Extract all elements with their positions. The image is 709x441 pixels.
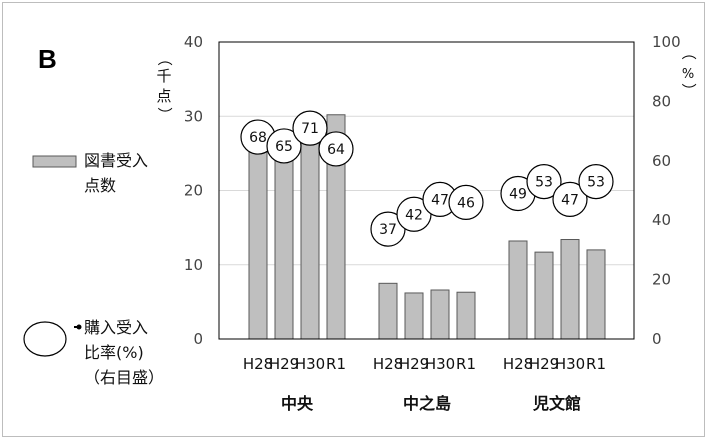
legend-marker-dot (76, 324, 82, 330)
group-label-中之島: 中之島 (403, 394, 451, 413)
group-label-児文館: 児文館 (532, 394, 581, 413)
bar-中央-H29 (274, 134, 294, 340)
marker-児文館-R1 (578, 163, 614, 200)
x-tick-label-中央-H30: H30 (295, 355, 325, 373)
x-tick-label-中央-R1: R1 (326, 355, 346, 373)
marker-label-中之島-H30: 47 (431, 192, 449, 208)
marker-label-中之島-H28: 37 (379, 222, 397, 238)
x-tick-label-児文館-H30: H30 (555, 355, 585, 373)
legend-marker-label-line2: 比率(%) (84, 343, 144, 362)
marker-児文館-H30 (552, 181, 588, 218)
bar-児文館-H28 (508, 240, 528, 340)
bar-中之島-H30 (430, 289, 450, 340)
x-tick-label-児文館-R1: R1 (586, 355, 606, 373)
left-axis-label-char1: 千 (156, 67, 172, 85)
marker-中之島-R1 (448, 184, 484, 220)
bar-中之島-R1 (456, 291, 476, 340)
bar-児文館-H30 (560, 239, 580, 340)
right-tick-label-80: 80 (652, 92, 671, 110)
x-tick-label-中央-H29: H29 (269, 355, 299, 373)
left-tick-label-40: 40 (184, 33, 203, 51)
marker-label-児文館-R1: 53 (587, 175, 605, 191)
panel-label: B (38, 44, 57, 74)
legend-marker-swatch (23, 321, 67, 357)
marker-label-中之島-R1: 46 (457, 195, 475, 211)
left-tick-label-10: 10 (184, 256, 203, 274)
marker-中央-H30 (292, 110, 328, 146)
left-tick-label-20: 20 (184, 182, 203, 200)
plot-area-border (218, 41, 635, 340)
marker-label-児文館-H28: 49 (509, 186, 527, 202)
bar-児文館-R1 (586, 249, 606, 340)
x-tick-label-児文館-H29: H29 (529, 355, 559, 373)
marker-中央-H29 (266, 128, 302, 164)
right-tick-label-20: 20 (652, 271, 671, 289)
bar-児文館-H29 (534, 251, 554, 340)
bar-中之島-H28 (378, 282, 398, 340)
bar-中之島-H29 (404, 292, 424, 340)
marker-label-中央-H28: 68 (249, 130, 267, 146)
marker-label-中央-H29: 65 (275, 139, 293, 155)
right-tick-label-60: 60 (652, 152, 671, 170)
marker-label-児文館-H30: 47 (561, 192, 579, 208)
bar-中央-H30 (300, 119, 320, 340)
legend-marker-label: 購入受入 比率(%) （右目盛） (84, 315, 164, 390)
legend-marker-label-line3: （右目盛） (84, 368, 165, 387)
right-tick-label-0: 0 (652, 330, 662, 348)
marker-label-中央-R1: 64 (327, 142, 345, 158)
legend-bar-swatch (32, 155, 77, 168)
legend-bar-label-line2: 点数 (84, 176, 117, 195)
legend-marker-label-line1: 購入受入 (84, 318, 149, 337)
right-axis-label-char: % (681, 67, 695, 82)
left-tick-label-0: 0 (193, 330, 203, 348)
right-tick-label-40: 40 (652, 211, 671, 229)
legend-bar-label: 図書受入 点数 (84, 148, 148, 198)
marker-label-児文館-H29: 53 (535, 175, 553, 191)
left-tick-label-30: 30 (184, 107, 203, 125)
x-tick-label-中之島-R1: R1 (456, 355, 476, 373)
chart-frame (2, 2, 705, 437)
marker-label-中央-H30: 71 (301, 121, 319, 137)
bar-中央-H28 (248, 141, 268, 340)
x-tick-label-児文館-H28: H28 (503, 355, 533, 373)
x-tick-label-中之島-H28: H28 (373, 355, 403, 373)
left-axis-label-char2: 点 (156, 87, 172, 105)
x-tick-label-中之島-H30: H30 (425, 355, 455, 373)
legend-bar-label-line1: 図書受入 (84, 151, 149, 170)
x-tick-label-中之島-H29: H29 (399, 355, 429, 373)
right-tick-label-100: 100 (652, 33, 681, 51)
x-tick-label-中央-H28: H28 (243, 355, 273, 373)
marker-中央-R1 (318, 131, 354, 167)
marker-label-中之島-H29: 42 (405, 207, 423, 223)
group-label-中央: 中央 (281, 394, 314, 413)
marker-児文館-H29 (526, 163, 562, 200)
